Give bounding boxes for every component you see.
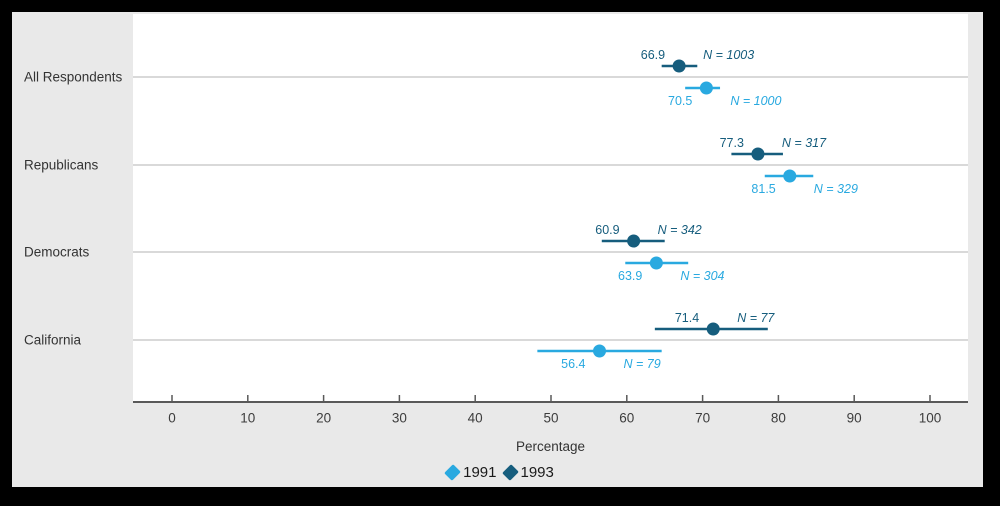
legend: 1991 1993	[12, 460, 983, 484]
legend-diamond-icon	[444, 463, 461, 481]
x-tick-label: 30	[392, 411, 407, 426]
legend-item: 1993	[499, 464, 554, 481]
category-label: All Respondents	[24, 70, 123, 85]
category-label: Democrats	[24, 245, 90, 260]
legend-item: 1991	[441, 463, 497, 481]
x-tick-label: 20	[316, 411, 331, 426]
chart-canvas: All Respondents Republicans Democrats Calif…	[12, 12, 983, 487]
n-label: N = 317	[782, 136, 827, 150]
plot-area	[133, 14, 968, 402]
x-tick-label: 90	[847, 411, 862, 426]
value-label: 66.9	[641, 48, 665, 62]
x-tick-label: 10	[240, 411, 255, 426]
category-label: Republicans	[24, 158, 99, 173]
legend-label: 1993	[520, 463, 554, 481]
value-label: 63.9	[618, 269, 642, 283]
value-label: 77.3	[720, 136, 744, 150]
n-label: N = 342	[658, 223, 702, 237]
data-point-marker	[751, 147, 765, 161]
n-label: N = 329	[814, 182, 858, 196]
x-tick-label: 0	[168, 411, 176, 426]
data-point-marker	[627, 234, 641, 248]
value-label: 56.4	[561, 357, 585, 371]
chart-svg: All Respondents Republicans Democrats Calif…	[24, 48, 968, 426]
legend-label: 1991	[463, 463, 497, 481]
n-label: N = 304	[680, 269, 724, 283]
n-label: N = 1000	[730, 94, 781, 108]
x-tick-label: 80	[771, 411, 786, 426]
value-label: 60.9	[595, 223, 619, 237]
x-tick-label: 50	[543, 411, 558, 426]
legend-diamond-icon	[501, 463, 519, 481]
value-label: 71.4	[675, 311, 699, 325]
data-point-marker	[649, 256, 663, 270]
n-label: N = 79	[624, 357, 661, 371]
x-tick-label: 40	[468, 411, 483, 426]
x-tick-label: 70	[695, 411, 710, 426]
value-label: 70.5	[668, 94, 692, 108]
x-tick-label: 60	[619, 411, 634, 426]
category-label: California	[24, 333, 82, 348]
x-tick-label: 100	[919, 411, 942, 426]
n-label: N = 77	[737, 311, 775, 325]
data-point-marker	[699, 81, 713, 95]
value-label: 81.5	[751, 182, 775, 196]
x-axis-label: Percentage	[515, 439, 586, 454]
data-point-marker	[672, 59, 686, 73]
data-point-marker	[706, 322, 720, 336]
data-point-marker	[783, 169, 797, 183]
n-label: N = 1003	[703, 48, 754, 62]
data-point-marker	[593, 344, 607, 358]
